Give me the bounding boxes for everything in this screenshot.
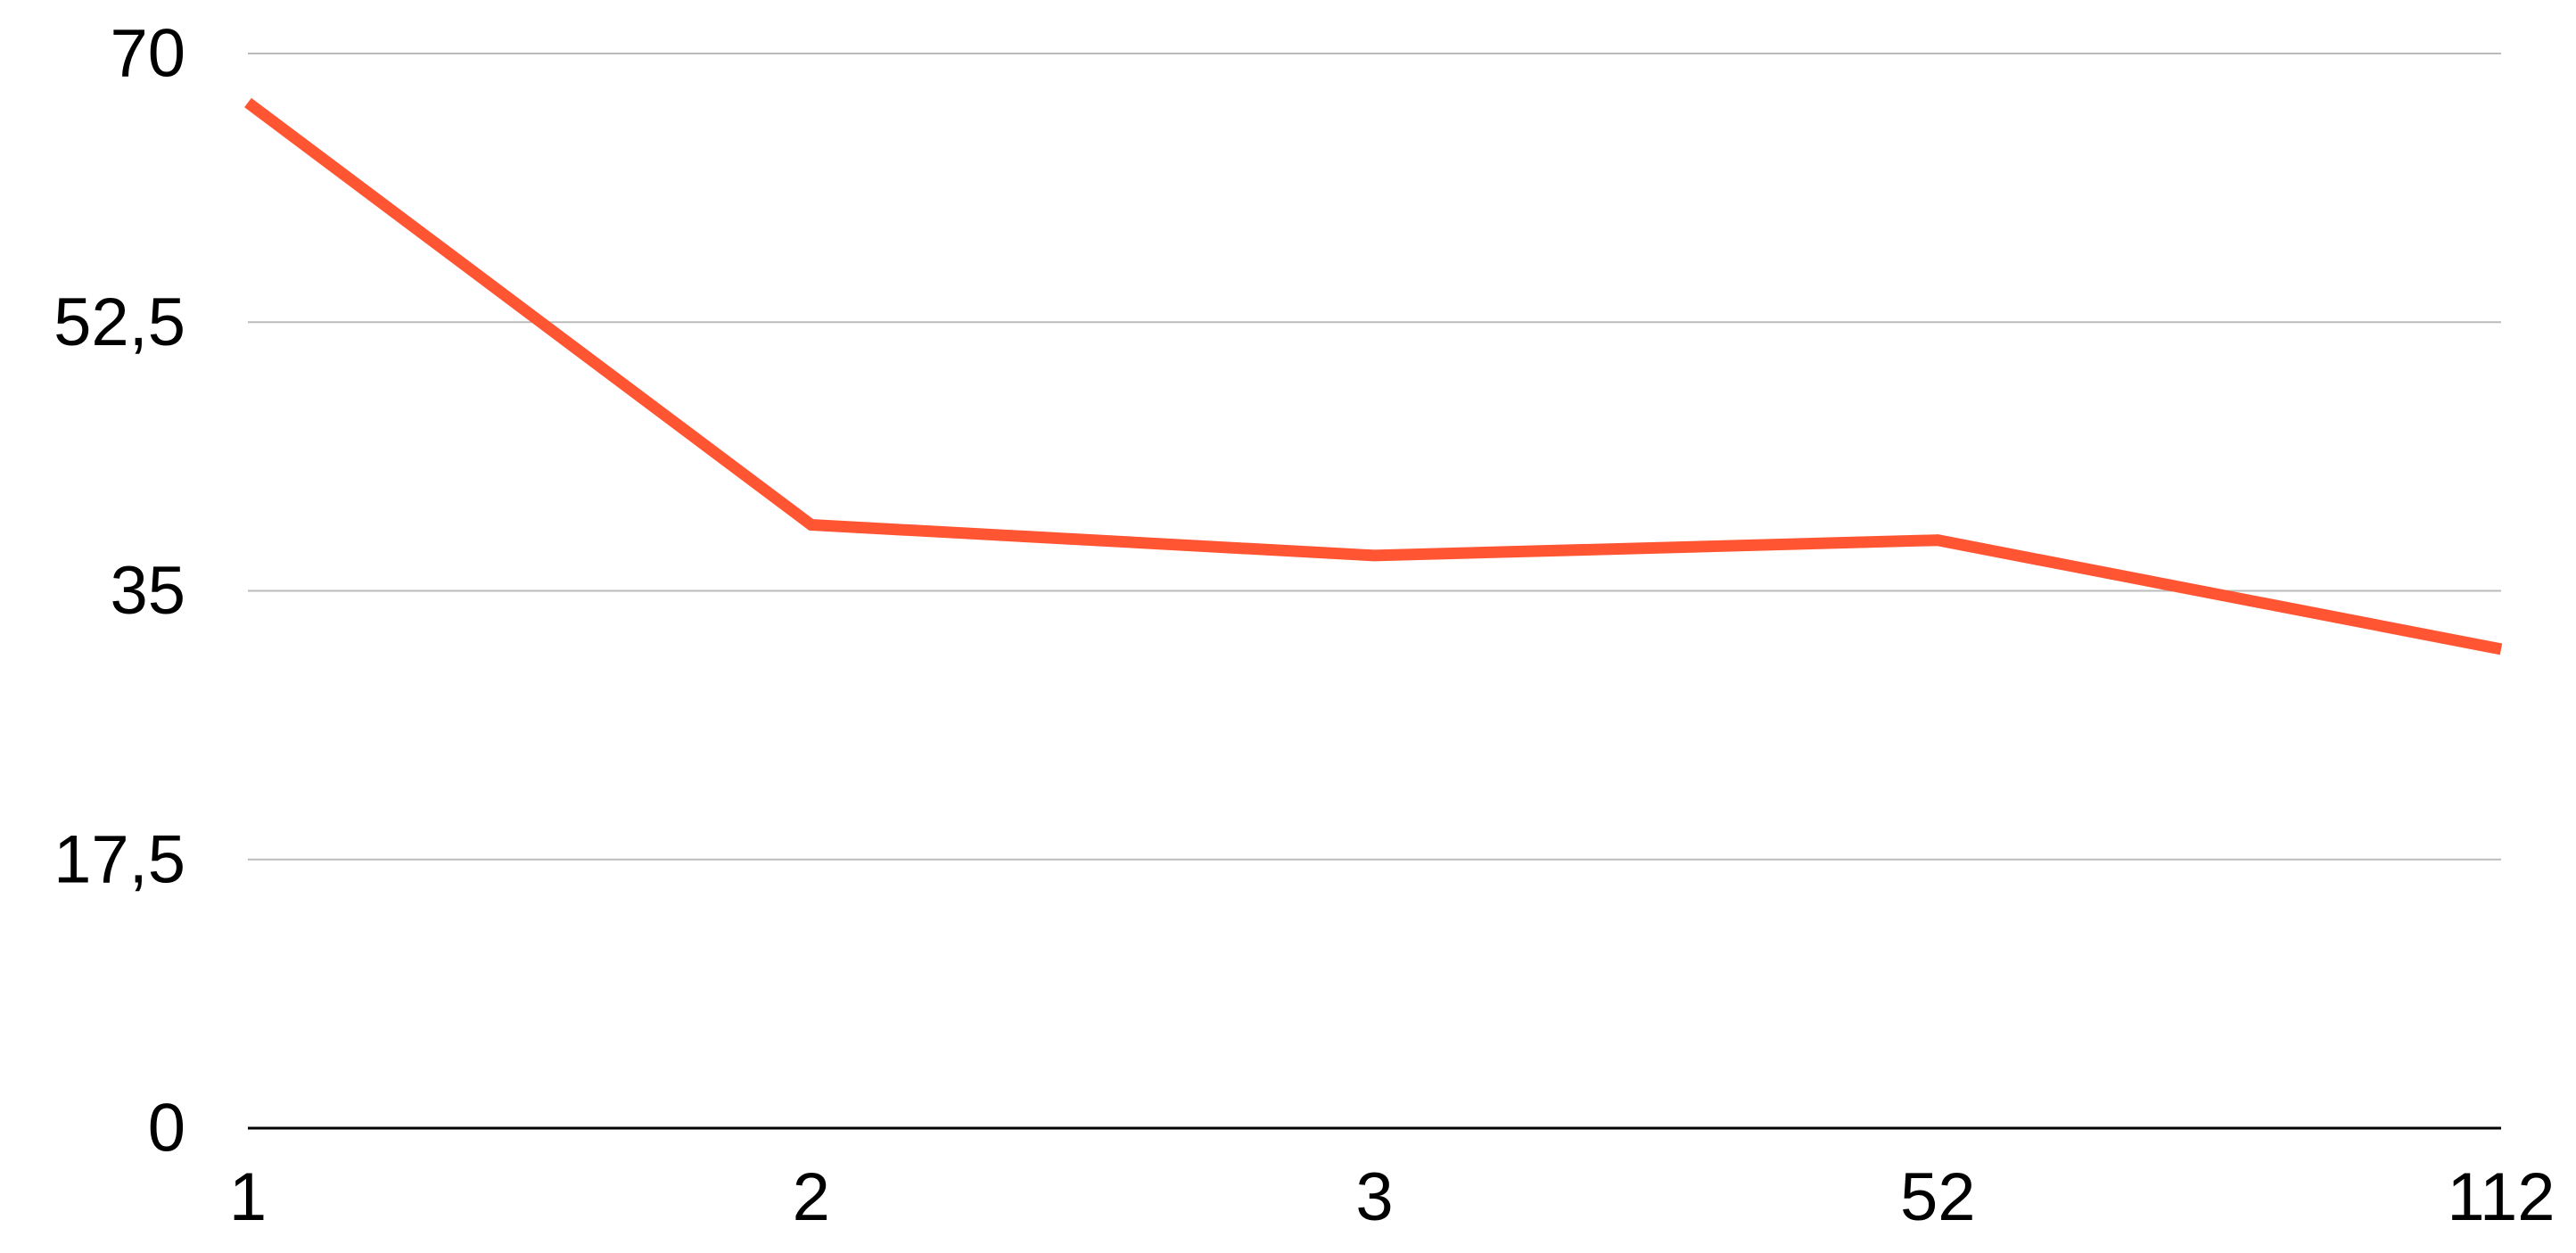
y-tick-label: 35 <box>110 553 185 629</box>
series-line <box>244 97 2503 655</box>
x-tick-label: 3 <box>1355 1159 1393 1235</box>
y-axis-tick-labels: 0 17,5 35 52,5 70 <box>53 16 185 1166</box>
gridlines <box>248 53 2501 861</box>
x-tick-label: 1 <box>229 1159 267 1235</box>
x-tick-label: 112 <box>2447 1159 2555 1235</box>
y-tick-label: 17,5 <box>53 821 185 897</box>
x-tick-label: 2 <box>793 1159 830 1235</box>
y-tick-label: 52,5 <box>53 284 185 360</box>
series-layer <box>244 97 2503 655</box>
y-tick-label: 70 <box>110 16 185 92</box>
x-axis-tick-labels: 1 2 3 52 112 <box>229 1159 2555 1235</box>
y-tick-label: 0 <box>148 1091 185 1166</box>
x-tick-label: 52 <box>1900 1159 1976 1235</box>
